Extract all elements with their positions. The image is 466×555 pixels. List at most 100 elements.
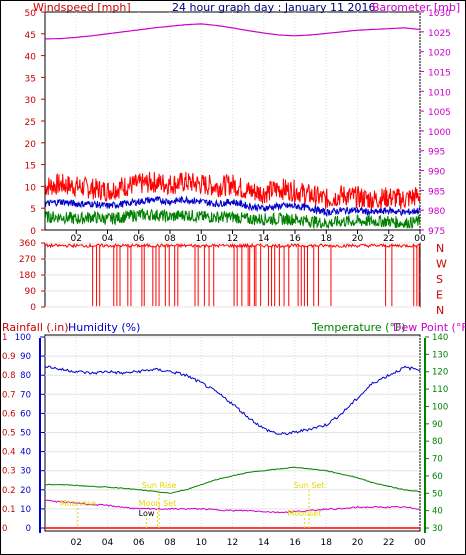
direction-line — [44, 242, 421, 249]
wind-xtick-label: 20 — [352, 234, 364, 244]
temp-xtick-label: 04 — [102, 538, 114, 548]
temp-ytick-label: 70 — [432, 455, 443, 465]
direction-gridlines — [45, 242, 420, 308]
hum-ytick-label: 80 — [20, 371, 31, 381]
compass-label: N — [436, 304, 444, 317]
temp-xtick-label: 14 — [258, 538, 270, 548]
baro-ytick-label: 985 — [428, 187, 445, 197]
wind-xtick-label: 02 — [71, 234, 82, 244]
wind-xtick-label: 12 — [227, 234, 238, 244]
temp-gridlines — [45, 336, 421, 529]
wind-series — [44, 23, 421, 230]
hum-ytick-label: 10 — [20, 505, 31, 515]
temp-ytick-label: 40 — [432, 507, 443, 517]
dir-ytick-label: 360 — [19, 239, 36, 249]
annotation-label: Low — [139, 509, 155, 518]
temp-ytick-label: 80 — [432, 437, 443, 447]
dewpoint-label: Dew Point (°F) — [393, 321, 466, 334]
hum-ytick-label: 100 — [15, 333, 31, 343]
temp-ytick-label: 120 — [432, 368, 448, 378]
temp-ytick-label: 100 — [432, 402, 448, 412]
hum-ytick-label: 50 — [20, 429, 31, 439]
rain-ytick-label: 0.7 — [2, 390, 16, 400]
wind-ytick-label: 5 — [30, 205, 36, 215]
rain-ytick-label: 0.5 — [2, 429, 16, 439]
rain-ytick-label: 0 — [2, 524, 7, 534]
annotation-label: Moonset — [287, 509, 321, 518]
compass-label: W — [436, 258, 447, 271]
temp-xtick-label: 16 — [289, 538, 301, 548]
temp-xtick-label: 02 — [71, 538, 82, 548]
rain-ytick-label: 0.3 — [2, 467, 16, 477]
temp-ytick-label: 140 — [432, 333, 448, 343]
direction-yaxis-ticks: 0 90 180 270 360 — [19, 239, 45, 313]
hum-ytick-label: 30 — [20, 467, 31, 477]
wind-gridlines — [75, 12, 421, 230]
temp-xtick-label: 20 — [352, 538, 364, 548]
temperature-yaxis-ticks: 30 40 50 60 70 80 90 100 110 120 130 140 — [425, 333, 448, 534]
temp-ytick-label: 50 — [432, 489, 443, 499]
baro-ytick-label: 980 — [428, 207, 445, 217]
wind-avg-line — [44, 195, 421, 217]
wind-xtick-label: 08 — [164, 234, 176, 244]
compass-label: S — [436, 273, 443, 286]
temp-xtick-label: 18 — [321, 538, 333, 548]
compass-label: E — [436, 289, 443, 302]
chart-title: 24 hour graph day : January 11 2016 — [172, 1, 376, 14]
temp-xtick-label: 08 — [164, 538, 176, 548]
hum-ytick-label: 90 — [20, 352, 31, 362]
temp-ytick-label: 130 — [432, 350, 448, 360]
rain-ytick-label: 0.9 — [2, 352, 16, 362]
hum-ytick-label: 0 — [26, 524, 31, 534]
windspeed-label: Windspeed [mph] — [33, 1, 131, 14]
rain-ytick-label: 0.8 — [2, 371, 16, 381]
wind-xtick-label: 16 — [289, 234, 301, 244]
baro-ytick-label: 1030 — [428, 9, 451, 19]
wind-xtick-label: 18 — [321, 234, 333, 244]
temp-xaxis-ticks: 02 04 06 08 10 12 14 16 18 20 22 00 — [71, 538, 426, 548]
annotation-label: Moon Set — [139, 499, 176, 508]
temp-series — [44, 365, 421, 529]
wind-ytick-label: 0 — [30, 227, 36, 237]
dir-ytick-label: 90 — [25, 287, 37, 297]
temperature-line — [44, 466, 421, 494]
temp-xtick-label: 00 — [414, 538, 426, 548]
rain-ytick-label: 0.1 — [2, 505, 16, 515]
wind-ytick-label: 50 — [25, 9, 37, 19]
temp-humidity-panel: Rainfall (.in) Humidity (%) Temperature … — [2, 321, 466, 548]
rain-ytick-label: 1 — [2, 333, 7, 343]
baro-ytick-label: 1025 — [428, 29, 451, 39]
baro-ytick-label: 1005 — [428, 108, 451, 118]
temperature-label: Temperature (°F) — [311, 321, 406, 334]
rainfall-yaxis-ticks: 0 0.1 0.2 0.3 0.4 0.5 0.6 0.7 0.8 0.9 1 — [2, 333, 16, 534]
baro-ytick-label: 1020 — [428, 49, 451, 59]
barometer-line — [44, 23, 421, 40]
wind-ytick-label: 20 — [25, 140, 37, 150]
wind-ytick-label: 10 — [25, 183, 37, 193]
temp-xtick-label: 10 — [196, 538, 208, 548]
sun-moon-annotations: Sun Rise Moonrise Low Sun Set Moon Set Moonse… — [60, 481, 325, 528]
rainfall-label: Rainfall (.in) — [2, 321, 69, 334]
wind-ytick-label: 45 — [25, 31, 36, 41]
wind-min-line — [44, 208, 421, 230]
baro-ytick-label: 1000 — [428, 128, 451, 138]
baro-ytick-label: 990 — [428, 168, 445, 178]
humidity-label: Humidity (%) — [68, 321, 140, 334]
wind-xtick-label: 22 — [383, 234, 394, 244]
wind-xtick-label: 00 — [414, 234, 426, 244]
annotation-label: Moonrise — [60, 499, 96, 508]
baro-ytick-label: 975 — [428, 227, 445, 237]
humidity-line — [44, 365, 421, 436]
dewpoint-line — [44, 499, 421, 514]
temp-ytick-label: 90 — [432, 420, 443, 430]
barometer-yaxis-ticks: 975 980 985 990 995 1000 1005 1010 1015 1020 1025 1… — [420, 9, 451, 237]
wind-ytick-label: 30 — [25, 96, 37, 106]
hum-ytick-label: 70 — [20, 390, 31, 400]
baro-ytick-label: 995 — [428, 148, 445, 158]
direction-series — [44, 242, 421, 307]
hum-ytick-label: 40 — [20, 448, 31, 458]
wind-xaxis-ticks: 02 04 06 08 10 12 14 16 18 20 22 00 — [71, 230, 426, 244]
